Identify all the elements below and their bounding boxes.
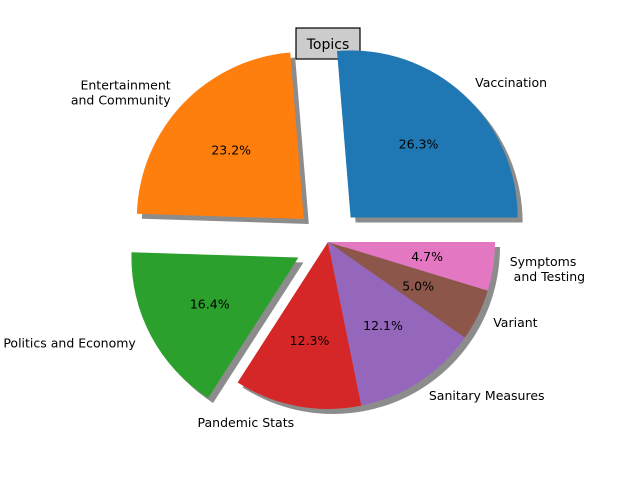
slice-label-pandemic-stats: Pandemic Stats <box>198 415 295 430</box>
slice-label-sanitary-measures: Sanitary Measures <box>429 388 545 403</box>
slice-label-vaccination: Vaccination <box>475 75 547 90</box>
slice-percent-symptoms-and-testing: 4.7% <box>411 249 443 264</box>
slice-label-symptoms-and-testing: Symptoms and Testing <box>510 254 585 284</box>
pie-slice-pandemic-stats <box>237 242 362 409</box>
slice-label-politics-and-economy: Politics and Economy <box>3 335 136 350</box>
slice-percent-politics-and-economy: 16.4% <box>190 297 230 312</box>
slice-percent-entertainment-and-community: 23.2% <box>211 142 251 157</box>
pie-slice-politics-and-economy <box>131 252 299 398</box>
pie-slice-symptoms-and-testing <box>328 242 495 291</box>
slice-percent-sanitary-measures: 12.1% <box>363 318 403 333</box>
pie-slice-entertainment-and-community <box>136 52 304 219</box>
pie-slices <box>131 50 518 409</box>
pie-slice-sanitary-measures <box>328 242 465 406</box>
pie-slice-vaccination <box>337 50 518 218</box>
slice-label-variant: Variant <box>493 315 537 330</box>
chart-title: Topics <box>306 37 350 53</box>
chart-title-box: Topics <box>295 27 361 60</box>
slice-label-entertainment-and-community: Entertainment and Community <box>71 77 171 107</box>
slice-percent-pandemic-stats: 12.3% <box>290 333 330 348</box>
slice-percent-variant: 5.0% <box>402 278 434 293</box>
pie-slice-variant <box>328 242 488 338</box>
pie-labels: 26.3% Vaccination 23.2% Entertainment and Co… <box>3 75 585 430</box>
slice-percent-vaccination: 26.3% <box>399 136 439 151</box>
